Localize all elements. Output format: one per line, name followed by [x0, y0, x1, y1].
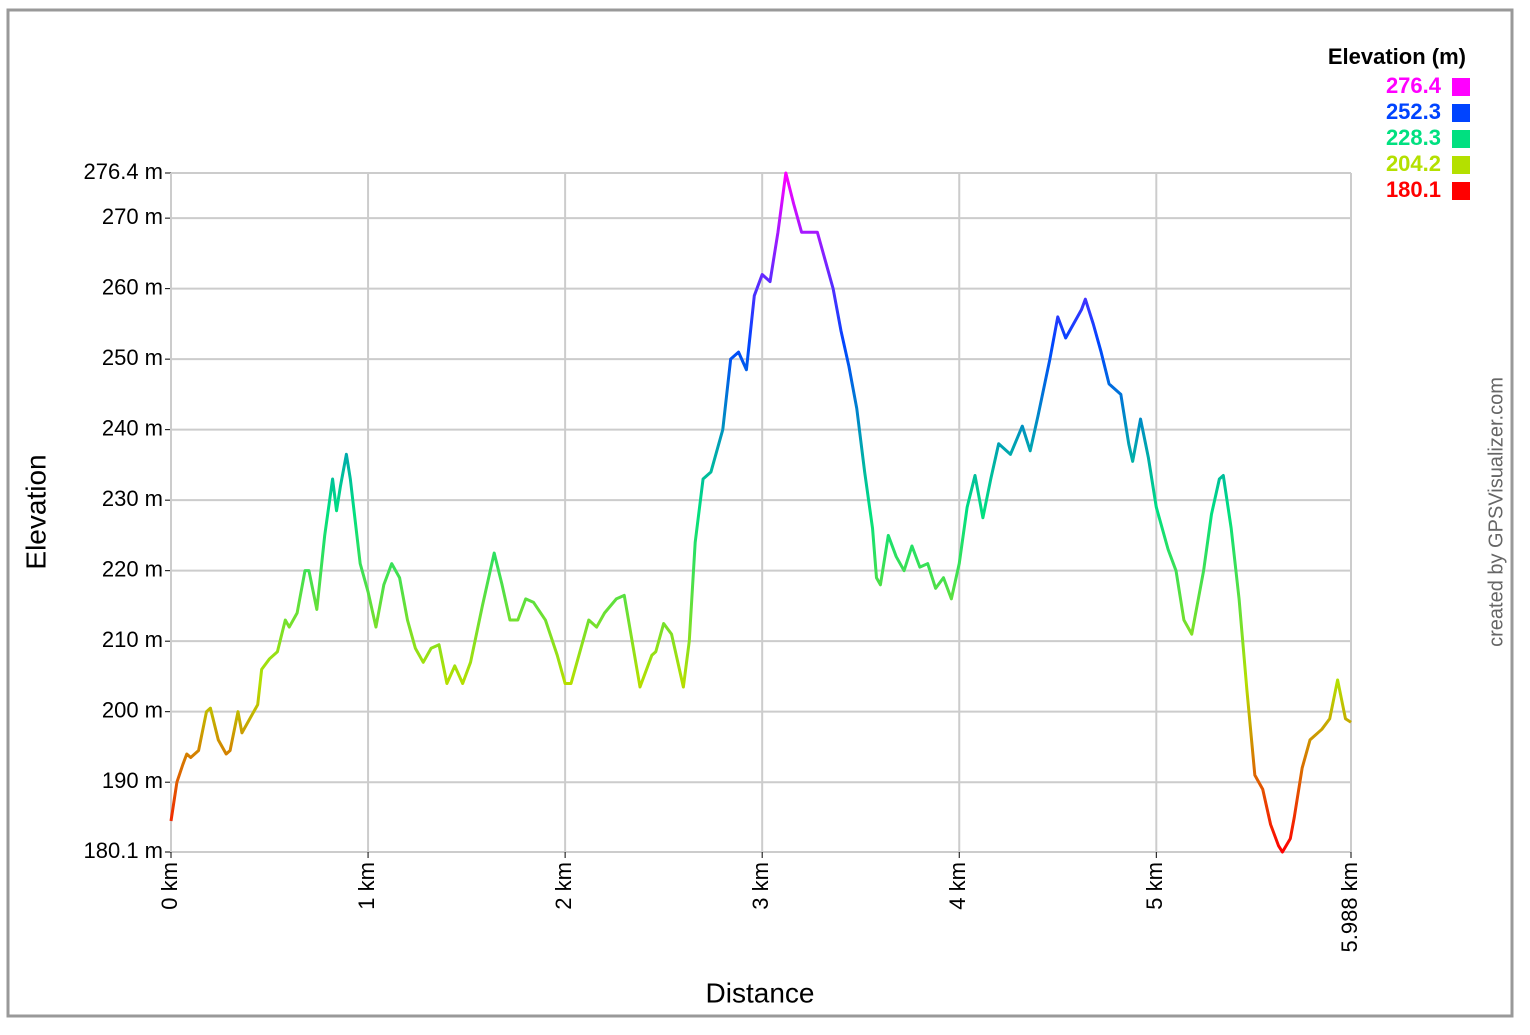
legend-swatch: [1452, 104, 1470, 122]
legend-label: 252.3: [1386, 99, 1441, 124]
frame: [6, 8, 1514, 1018]
y-tick-label: 220 m: [102, 556, 163, 581]
y-tick-label: 240 m: [102, 415, 163, 440]
x-tick-label: 5 km: [1142, 862, 1167, 910]
legend-swatch: [1452, 156, 1470, 174]
y-tick-label: 210 m: [102, 627, 163, 652]
y-tick-label: 230 m: [102, 486, 163, 511]
y-tick-label: 270 m: [102, 204, 163, 229]
y-tick-label: 200 m: [102, 697, 163, 722]
legend-swatch: [1452, 182, 1470, 200]
legend-title: Elevation (m): [1328, 44, 1466, 69]
y-axis-title: Elevation: [20, 454, 51, 569]
x-tick-label: 0 km: [157, 862, 182, 910]
legend-label: 204.2: [1386, 151, 1441, 176]
y-tick-label: 260 m: [102, 274, 163, 299]
legend-swatch: [1452, 78, 1470, 96]
y-tick-label: 276.4 m: [84, 159, 164, 184]
x-tick-label: 1 km: [354, 862, 379, 910]
y-tick-label: 190 m: [102, 768, 163, 793]
x-tick-label: 3 km: [748, 862, 773, 910]
legend-label: 180.1: [1386, 177, 1441, 202]
y-tick-label: 250 m: [102, 345, 163, 370]
x-tick-label: 5.988 km: [1337, 862, 1362, 953]
x-tick-label: 4 km: [945, 862, 970, 910]
legend-label: 228.3: [1386, 125, 1441, 150]
x-axis-title: Distance: [706, 977, 815, 1008]
elevation-line: [169, 171, 1352, 854]
credit: created by GPSVisualizer.com: [1485, 377, 1507, 647]
legend-label: 276.4: [1386, 73, 1442, 98]
legend-swatch: [1452, 130, 1470, 148]
y-tick-label: 180.1 m: [84, 838, 164, 863]
x-tick-label: 2 km: [551, 862, 576, 910]
